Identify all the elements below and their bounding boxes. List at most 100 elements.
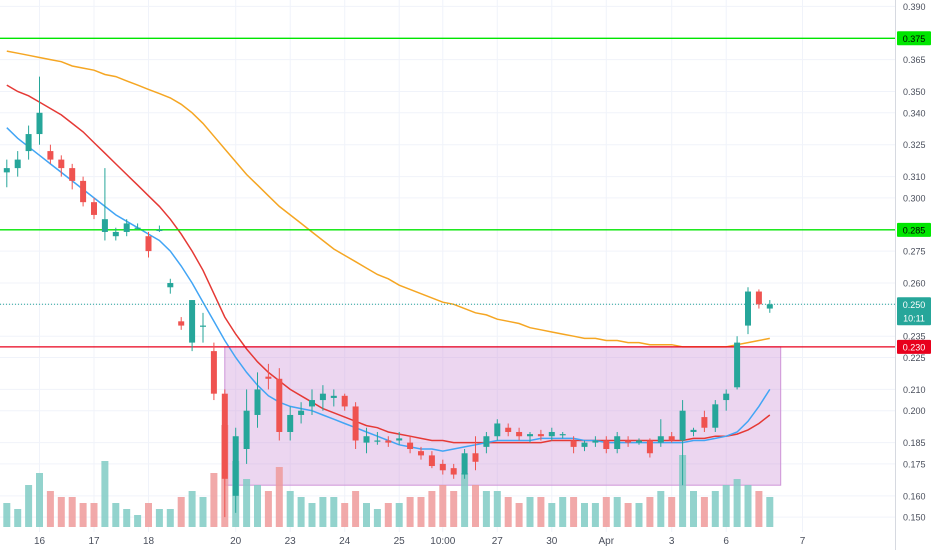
volume-bar: [570, 497, 578, 527]
candle-body: [592, 440, 599, 443]
volume-bar: [450, 491, 458, 527]
y-tick-label: 0.175: [903, 459, 926, 469]
volume-bar: [36, 473, 43, 527]
y-tick-label: 0.365: [903, 55, 926, 65]
current-price-tag: [897, 297, 931, 326]
volume-bar: [668, 497, 676, 527]
candle-body: [461, 453, 468, 475]
volume-bar: [275, 467, 283, 527]
volume-bar: [679, 455, 687, 527]
volume-bar: [733, 479, 741, 527]
volume-bar: [384, 503, 392, 527]
volume-bar: [581, 503, 588, 527]
bar-countdown-label: 10:11: [903, 313, 925, 323]
candle-body: [428, 455, 435, 467]
candle-body: [701, 417, 708, 428]
candle-body: [712, 404, 719, 428]
volume-bar: [722, 485, 730, 527]
time-axis[interactable]: 16 17 18 20 23 24 25 10:00 27 30 Apr 3 6 7: [34, 536, 806, 547]
candle-body: [548, 431, 555, 437]
level-price-label: 0.230: [903, 342, 926, 352]
volume-bar: [363, 503, 370, 527]
candle-body: [91, 202, 97, 215]
y-tick-label: 0.200: [903, 406, 926, 416]
volume-bar: [472, 485, 479, 527]
volume-bar: [690, 491, 697, 527]
volume-bar: [515, 503, 523, 527]
candle-body: [112, 231, 119, 237]
x-tick-label: 3: [669, 536, 675, 547]
x-tick-label: Apr: [599, 536, 615, 547]
candle-body: [3, 168, 10, 173]
volume-bar: [537, 497, 545, 527]
volume-bar: [264, 491, 272, 527]
candle-body: [145, 236, 152, 252]
candle-body: [483, 436, 490, 447]
volume-bar: [297, 497, 305, 527]
candles: [3, 76, 773, 518]
volume-bar: [243, 479, 251, 527]
x-tick-label: 18: [143, 536, 155, 547]
x-tick-label: 7: [800, 536, 806, 547]
volume-bar: [657, 491, 665, 527]
volume-bar: [461, 473, 469, 527]
volume-bar: [406, 497, 414, 527]
candle-body: [603, 440, 610, 450]
candle-body: [570, 440, 577, 447]
candle-body: [516, 431, 523, 437]
level-price-tag: [897, 339, 931, 354]
candle-body: [657, 436, 664, 443]
volume-bar: [766, 497, 774, 527]
volume-bar: [134, 515, 142, 527]
candle-body: [723, 393, 730, 401]
volume-bar: [352, 491, 360, 527]
volume-bar: [504, 497, 512, 527]
volume-bar: [395, 503, 403, 527]
candle-body: [614, 436, 621, 450]
x-tick-label: 6: [723, 536, 729, 547]
candle-body: [156, 229, 163, 232]
candle-body: [36, 112, 43, 135]
volume-bar: [112, 503, 120, 527]
volume-bar: [482, 491, 490, 527]
volume-bar: [613, 497, 621, 527]
candle-body: [755, 291, 762, 305]
volume-bar: [526, 497, 534, 527]
candle-body: [58, 159, 65, 169]
candle-body: [309, 400, 315, 407]
volume-bar: [548, 503, 556, 527]
x-tick-label: 20: [230, 536, 242, 547]
candle-body: [418, 451, 424, 456]
y-tick-label: 0.210: [903, 385, 926, 395]
x-tick-label: 10:00: [430, 536, 455, 547]
volume-bar: [428, 491, 436, 527]
candle-body: [243, 410, 250, 450]
volume-bar: [493, 491, 501, 527]
candle-body: [505, 427, 512, 432]
candle-body: [766, 304, 773, 309]
candle-body: [276, 378, 283, 432]
volume-bar: [155, 509, 163, 527]
y-tick-label: 0.275: [903, 247, 926, 257]
candle-body: [134, 227, 141, 229]
candle-body: [646, 440, 653, 454]
y-tick-label: 0.310: [903, 172, 926, 182]
volume-bar: [417, 497, 425, 527]
y-tick-label: 0.185: [903, 438, 926, 448]
y-tick-label: 0.350: [903, 87, 926, 97]
candle-body: [221, 393, 228, 479]
x-tick-label: 30: [546, 536, 558, 547]
candle-body: [69, 168, 76, 181]
current-price-label: 0.250: [903, 300, 926, 310]
candle-body: [472, 453, 479, 462]
volume-bar: [123, 509, 131, 527]
candle-body: [232, 436, 239, 496]
candle-body: [47, 151, 54, 160]
candle-body: [374, 440, 381, 442]
candle-body: [25, 134, 32, 152]
level-price-label: 0.285: [903, 225, 926, 235]
candle-body: [101, 219, 108, 232]
y-tick-label: 0.260: [903, 279, 926, 289]
